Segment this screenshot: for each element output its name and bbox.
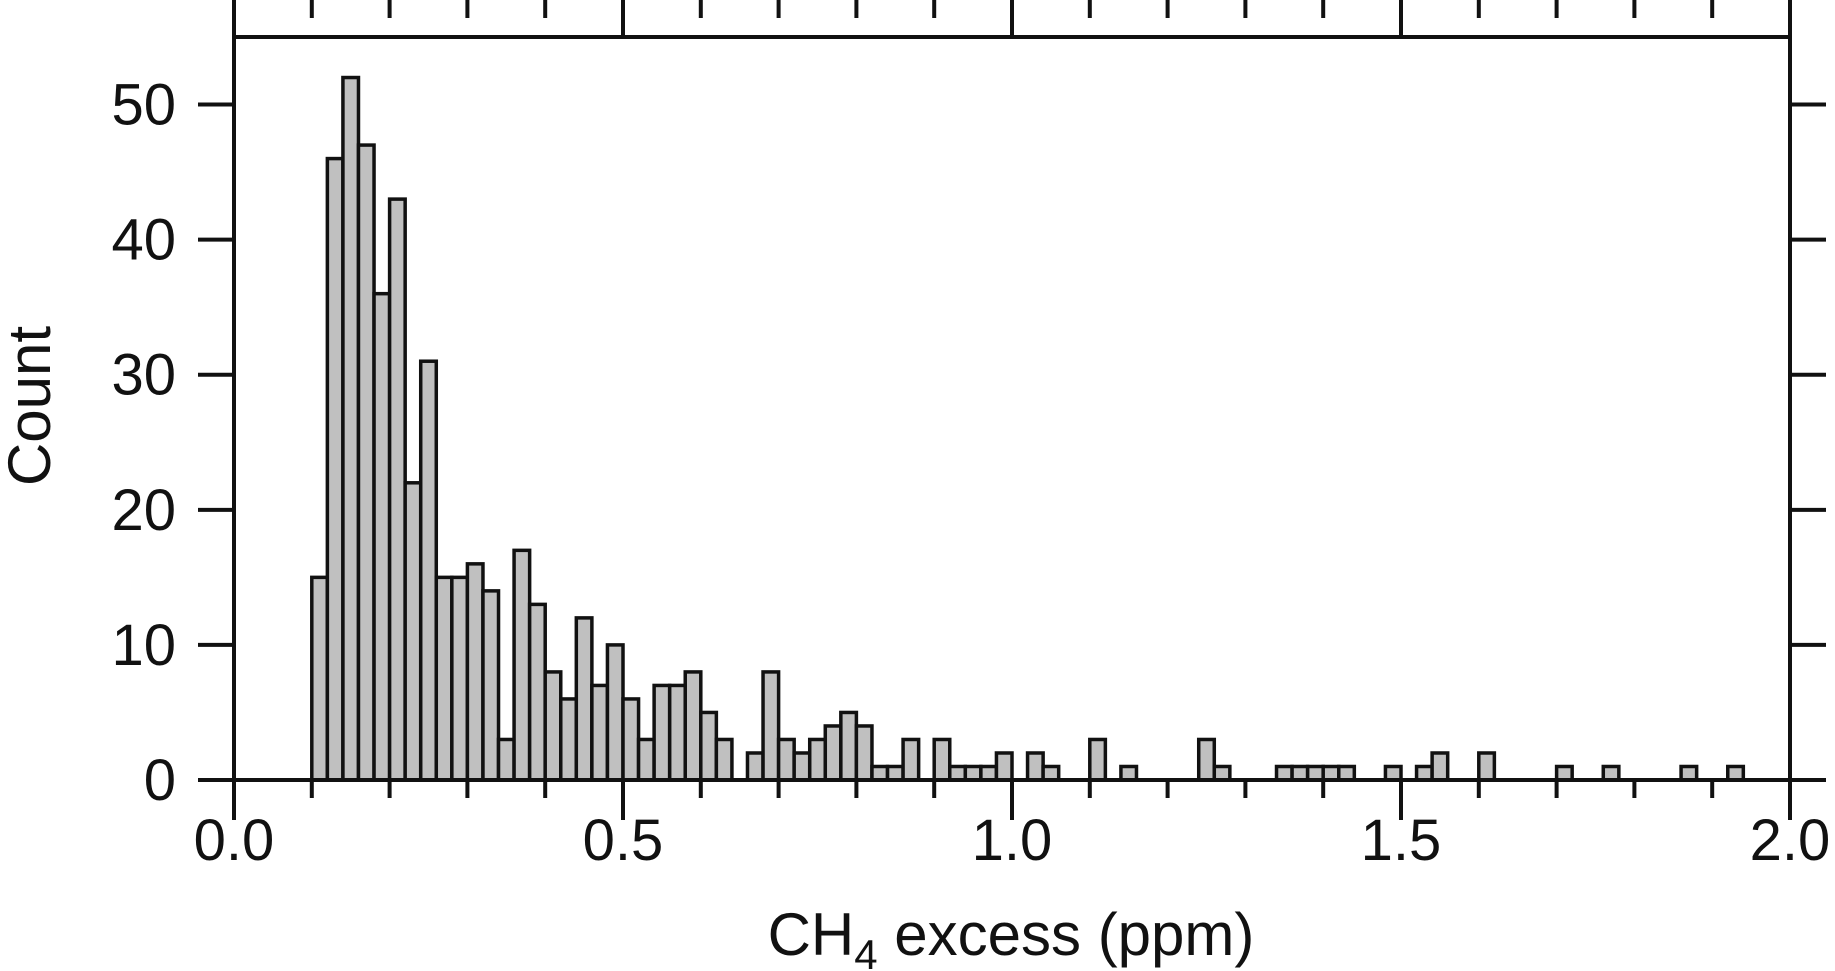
x-axis-title: CH4 excess (ppm) [768,901,1255,971]
histogram-bar [1477,751,1497,782]
histogram-bars [310,75,1746,782]
histogram-bar [761,670,781,782]
histogram-bar [1430,751,1450,782]
histogram-bar [1554,764,1574,782]
histogram-bar [621,697,641,782]
plot-frame [232,0,1826,820]
y-tick-label: 40 [111,208,176,273]
histogram-bar [450,575,470,782]
histogram-bar [1383,764,1403,782]
histogram-bar [885,764,905,782]
histogram-bar [901,737,921,782]
x-tick-label: 2.0 [1750,808,1831,873]
histogram-bar [325,156,345,782]
histogram-bar [481,589,501,782]
histogram-bar [667,683,687,782]
x-axis-ticks: 0.0 0.5 1.0 1.5 2.0 [194,0,1831,873]
histogram-bar [776,737,796,782]
histogram-bar [1305,764,1325,782]
x-axis-title-subscript: 4 [854,931,877,971]
x-tick-label: 1.5 [1361,808,1442,873]
histogram-bar [356,143,376,782]
histogram-bar [807,737,828,782]
histogram-bar [387,197,407,782]
histogram-bar [1212,764,1232,782]
histogram-bar [979,764,999,782]
histogram-bar [1196,737,1217,782]
histogram-bar [465,562,485,782]
y-tick-label: 50 [111,73,176,138]
x-tick-label: 1.0 [972,808,1053,873]
histogram-bar [823,724,843,782]
histogram-bar [932,737,952,782]
histogram-bar [839,710,859,782]
histogram-bar [1679,764,1699,782]
histogram-bar [870,764,890,782]
histogram-bar [994,751,1014,782]
histogram-bar [590,683,610,782]
histogram-bar [310,575,330,782]
y-tick-label: 30 [111,343,176,408]
x-axis-title-main: CH [768,901,855,968]
histogram-bar [792,751,812,782]
histogram-bar [434,575,454,782]
histogram-bar [714,737,734,782]
histogram-bar [527,602,547,782]
histogram-bar [1041,764,1061,782]
histogram-bar [745,751,765,782]
histogram-bar [341,75,361,782]
y-tick-label: 10 [111,613,176,678]
histogram-bar [1726,764,1746,782]
y-tick-label: 0 [144,748,176,813]
histogram-bar [963,764,983,782]
histogram-bar [1601,764,1621,782]
y-axis-title: Count [0,326,63,486]
histogram-bar [854,724,874,782]
histogram-bar [1274,764,1294,782]
histogram-bar [1337,764,1357,782]
histogram-bar [418,359,439,782]
y-axis-ticks: 0 10 20 30 40 50 [111,73,1826,813]
histogram-bar [559,697,579,782]
histogram-bar [1025,751,1045,782]
histogram-bar [512,548,532,782]
histogram-bar [948,764,968,782]
histogram-bar [652,683,672,782]
y-tick-label: 20 [111,478,176,543]
histogram-bar [496,737,516,782]
x-tick-label: 0.5 [583,808,664,873]
histogram-bar [1321,764,1341,782]
histogram-bar [372,291,392,782]
histogram-bar [1119,764,1139,782]
histogram-bar [543,670,563,782]
x-axis-title-rest: excess (ppm) [878,901,1255,968]
histogram-bar [683,670,703,782]
x-tick-label: 0.0 [194,808,275,873]
histogram-bar [1088,737,1108,782]
histogram-bar [699,710,719,782]
histogram-bar [574,616,594,782]
histogram-bar [605,643,625,782]
histogram-bar [636,737,656,782]
histogram-bar [403,481,423,782]
histogram-bar [1290,764,1310,782]
histogram-bar [1414,764,1434,782]
